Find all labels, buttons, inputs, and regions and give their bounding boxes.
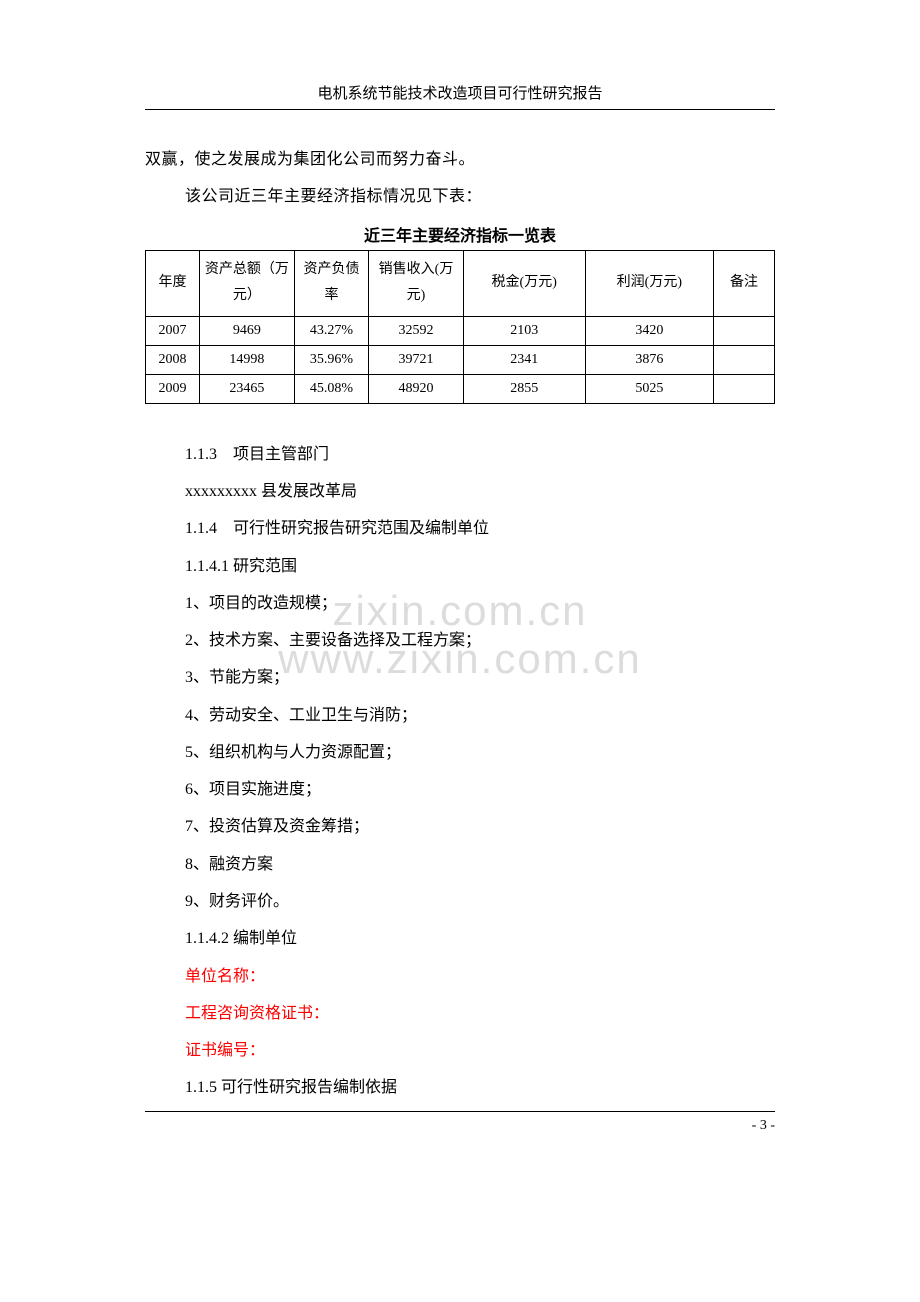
td-tax: 2341 [463,345,585,374]
th-note: 备注 [714,250,775,316]
scope-item: 2、技术方案、主要设备选择及工程方案； [145,622,775,659]
section-1-1-4-2-title: 1.1.4.2 编制单位 [145,920,775,957]
td-ratio: 45.08% [294,374,368,403]
td-ratio: 35.96% [294,345,368,374]
td-asset: 9469 [200,316,295,345]
td-ratio: 43.27% [294,316,368,345]
page-container: 电机系统节能技术改造项目可行性研究报告 双赢，使之发展成为集团化公司而努力奋斗。… [0,0,920,1302]
th-tax: 税金(万元) [463,250,585,316]
td-year: 2009 [146,374,200,403]
section-body: 1.1.3 项目主管部门 xxxxxxxxx 县发展改革局 1.1.4 可行性研… [145,436,775,1107]
scope-item: 1、项目的改造规模； [145,585,775,622]
td-year: 2007 [146,316,200,345]
scope-item: 4、劳动安全、工业卫生与消防； [145,697,775,734]
footer: - 3 - [145,1111,775,1134]
td-profit: 5025 [585,374,714,403]
unit-name-label: 单位名称： [145,958,775,995]
table-row: 2008 14998 35.96% 39721 2341 3876 [146,345,775,374]
td-profit: 3420 [585,316,714,345]
td-asset: 14998 [200,345,295,374]
intro-line-1: 双赢，使之发展成为集团化公司而努力奋斗。 [145,142,775,179]
economic-indicators-table: 年度 资产总额（万元） 资产负债率 销售收入(万元) 税金(万元) 利润(万元)… [145,250,775,404]
td-note [714,316,775,345]
cert-no-label: 证书编号： [145,1032,775,1069]
th-ratio: 资产负债率 [294,250,368,316]
section-1-1-4-1-title: 1.1.4.1 研究范围 [145,548,775,585]
td-asset: 23465 [200,374,295,403]
table-title: 近三年主要经济指标一览表 [145,222,775,246]
scope-item: 9、财务评价。 [145,883,775,920]
section-1-1-5-title: 1.1.5 可行性研究报告编制依据 [145,1069,775,1106]
th-asset: 资产总额（万元） [200,250,295,316]
page-header-title: 电机系统节能技术改造项目可行性研究报告 [145,82,775,110]
table-row: 2007 9469 43.27% 32592 2103 3420 [146,316,775,345]
td-note [714,374,775,403]
scope-item: 5、组织机构与人力资源配置； [145,734,775,771]
section-1-1-3-body: xxxxxxxxx 县发展改革局 [145,473,775,510]
section-1-1-3-title: 1.1.3 项目主管部门 [145,436,775,473]
scope-item: 8、融资方案 [145,846,775,883]
th-profit: 利润(万元) [585,250,714,316]
th-year: 年度 [146,250,200,316]
td-tax: 2855 [463,374,585,403]
td-sales: 32592 [369,316,464,345]
td-sales: 39721 [369,345,464,374]
page-number: - 3 - [145,1112,775,1134]
table-row: 2009 23465 45.08% 48920 2855 5025 [146,374,775,403]
table-header-row: 年度 资产总额（万元） 资产负债率 销售收入(万元) 税金(万元) 利润(万元)… [146,250,775,316]
cert-label: 工程咨询资格证书： [145,995,775,1032]
intro-line-2: 该公司近三年主要经济指标情况见下表： [145,179,775,216]
td-tax: 2103 [463,316,585,345]
scope-item: 6、项目实施进度； [145,771,775,808]
td-note [714,345,775,374]
th-sales: 销售收入(万元) [369,250,464,316]
td-year: 2008 [146,345,200,374]
section-1-1-4-title: 1.1.4 可行性研究报告研究范围及编制单位 [145,510,775,547]
td-sales: 48920 [369,374,464,403]
scope-item: 7、投资估算及资金筹措； [145,808,775,845]
td-profit: 3876 [585,345,714,374]
scope-item: 3、节能方案； [145,659,775,696]
intro-paragraph: 双赢，使之发展成为集团化公司而努力奋斗。 该公司近三年主要经济指标情况见下表： [145,142,775,216]
